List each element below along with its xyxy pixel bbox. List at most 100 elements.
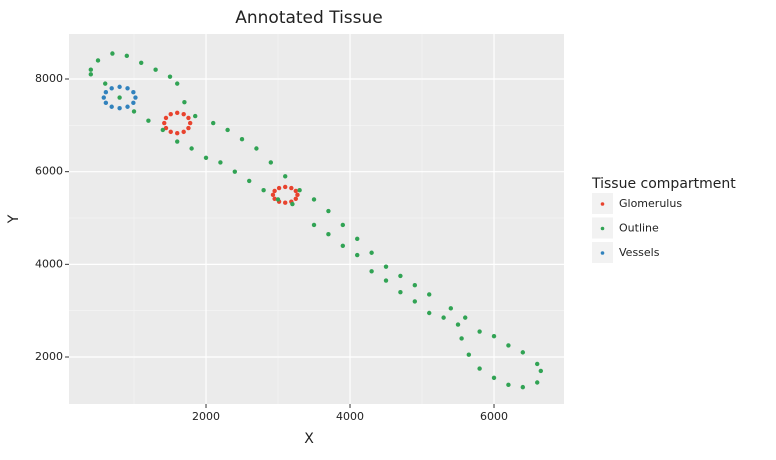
point bbox=[181, 129, 186, 135]
point bbox=[187, 120, 193, 126]
point bbox=[477, 366, 482, 371]
y-tick-label: 2000 bbox=[35, 350, 63, 363]
point bbox=[218, 160, 223, 165]
point bbox=[535, 361, 540, 367]
point bbox=[520, 350, 526, 355]
point bbox=[109, 86, 114, 91]
point bbox=[297, 188, 302, 193]
point bbox=[398, 289, 403, 295]
point bbox=[168, 129, 173, 135]
point bbox=[272, 188, 277, 194]
point bbox=[506, 343, 511, 348]
point bbox=[163, 125, 169, 131]
point bbox=[101, 95, 106, 100]
point bbox=[283, 174, 288, 179]
y-tick-label: 6000 bbox=[35, 165, 63, 178]
point bbox=[295, 192, 300, 198]
point bbox=[168, 111, 173, 117]
point bbox=[427, 292, 432, 297]
point bbox=[412, 299, 418, 304]
legend-title: Tissue compartment bbox=[591, 176, 736, 192]
point bbox=[441, 315, 446, 320]
point bbox=[254, 146, 259, 151]
point bbox=[189, 146, 194, 151]
point bbox=[117, 84, 122, 90]
point bbox=[186, 115, 191, 121]
point bbox=[455, 322, 461, 327]
point bbox=[117, 105, 122, 111]
point bbox=[290, 201, 295, 207]
point bbox=[175, 139, 180, 144]
point bbox=[270, 192, 276, 198]
point bbox=[88, 67, 94, 72]
point bbox=[125, 86, 130, 91]
point bbox=[459, 336, 464, 341]
point bbox=[117, 95, 122, 100]
point bbox=[355, 252, 360, 258]
point bbox=[175, 131, 180, 136]
point bbox=[268, 160, 274, 165]
point bbox=[203, 155, 209, 160]
point bbox=[103, 100, 109, 106]
x-axis-label: X bbox=[304, 431, 314, 447]
point bbox=[283, 184, 288, 190]
point bbox=[311, 197, 317, 202]
point bbox=[131, 100, 136, 106]
point bbox=[103, 81, 108, 86]
point bbox=[153, 67, 158, 72]
legend-marker bbox=[600, 202, 605, 206]
point bbox=[448, 306, 454, 311]
point bbox=[506, 382, 511, 388]
point bbox=[225, 127, 230, 133]
point bbox=[109, 104, 114, 109]
point bbox=[175, 81, 180, 86]
point bbox=[133, 95, 138, 100]
point bbox=[491, 375, 497, 381]
point bbox=[369, 269, 374, 274]
point bbox=[163, 115, 169, 121]
point bbox=[369, 250, 374, 255]
point bbox=[160, 127, 166, 133]
point bbox=[110, 51, 115, 56]
legend-label: Outline bbox=[619, 222, 659, 235]
legend-marker bbox=[600, 226, 605, 231]
point bbox=[293, 196, 298, 201]
point bbox=[88, 72, 94, 77]
point bbox=[139, 60, 144, 65]
point bbox=[520, 384, 526, 390]
point bbox=[477, 329, 482, 334]
point bbox=[167, 74, 173, 79]
legend-label: Vessels bbox=[619, 246, 660, 259]
point bbox=[272, 196, 277, 201]
point bbox=[311, 222, 317, 228]
x-tick-label: 2000 bbox=[192, 410, 220, 423]
point bbox=[283, 200, 288, 205]
x-tick-label: 4000 bbox=[336, 410, 364, 423]
point bbox=[289, 185, 294, 191]
point bbox=[412, 282, 418, 288]
point bbox=[131, 89, 136, 95]
point bbox=[261, 188, 266, 193]
point bbox=[293, 188, 298, 194]
point bbox=[340, 222, 346, 228]
point bbox=[463, 315, 468, 320]
point bbox=[340, 243, 346, 249]
point bbox=[491, 333, 497, 339]
legend-label: Glomerulus bbox=[619, 197, 682, 210]
point bbox=[538, 368, 544, 374]
point bbox=[383, 264, 389, 269]
point bbox=[535, 380, 540, 385]
point bbox=[95, 58, 101, 63]
point bbox=[186, 125, 191, 131]
legend-marker bbox=[600, 251, 605, 255]
y-tick-label: 4000 bbox=[35, 257, 63, 270]
point bbox=[326, 208, 331, 214]
panel bbox=[69, 34, 564, 404]
point bbox=[383, 278, 389, 283]
point bbox=[232, 169, 238, 174]
chart-title: Annotated Tissue bbox=[235, 8, 383, 28]
y-tick-label: 8000 bbox=[35, 72, 63, 85]
point bbox=[326, 232, 331, 237]
point bbox=[466, 352, 472, 357]
